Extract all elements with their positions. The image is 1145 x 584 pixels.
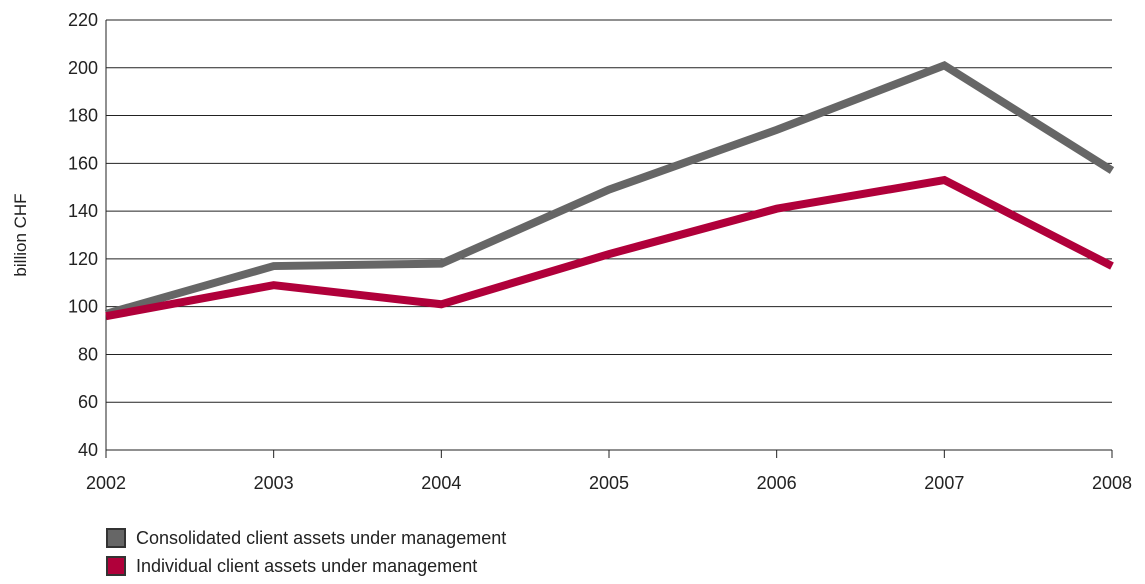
- y-tick-label-220: 220: [68, 10, 98, 30]
- legend: Consolidated client assets under managem…: [106, 528, 506, 584]
- legend-item-individual: Individual client assets under managemen…: [106, 556, 506, 576]
- y-tick-label-60: 60: [78, 392, 98, 412]
- y-tick-label-80: 80: [78, 344, 98, 364]
- y-axis-label: billion CHF: [11, 193, 30, 276]
- legend-item-consolidated: Consolidated client assets under managem…: [106, 528, 506, 548]
- y-tick-label-180: 180: [68, 106, 98, 126]
- gridlines: [106, 19, 1112, 403]
- x-tick-label-2007: 2007: [924, 473, 964, 493]
- x-tick-label-2005: 2005: [589, 473, 629, 493]
- x-tick-label-2003: 2003: [254, 473, 294, 493]
- x-tick-label-2002: 2002: [86, 473, 126, 493]
- y-tick-label-120: 120: [68, 249, 98, 269]
- legend-swatch-individual: [106, 556, 126, 576]
- tick-labels: 40 60 80 100 120 140 160 180 200 220 2002 2003 2004 2…: [11, 10, 1132, 493]
- x-tick-label-2006: 2006: [757, 473, 797, 493]
- legend-swatch-consolidated: [106, 528, 126, 548]
- legend-label-individual: Individual client assets under managemen…: [136, 555, 478, 576]
- series-lines: [104, 60, 1115, 321]
- axes: [105, 20, 1113, 458]
- x-tick-label-2004: 2004: [421, 473, 461, 493]
- y-tick-label-200: 200: [68, 58, 98, 78]
- y-tick-label-100: 100: [68, 297, 98, 317]
- y-tick-label-160: 160: [68, 153, 98, 173]
- legend-label-consolidated: Consolidated client assets under managem…: [136, 527, 507, 548]
- x-tick-label-2008: 2008: [1092, 473, 1132, 493]
- y-tick-label-40: 40: [78, 440, 98, 460]
- y-tick-label-140: 140: [68, 201, 98, 221]
- line-chart: 40 60 80 100 120 140 160 180 200 220 2002 2003 2004 2…: [11, 10, 1132, 493]
- series-line-1: [105, 175, 1114, 321]
